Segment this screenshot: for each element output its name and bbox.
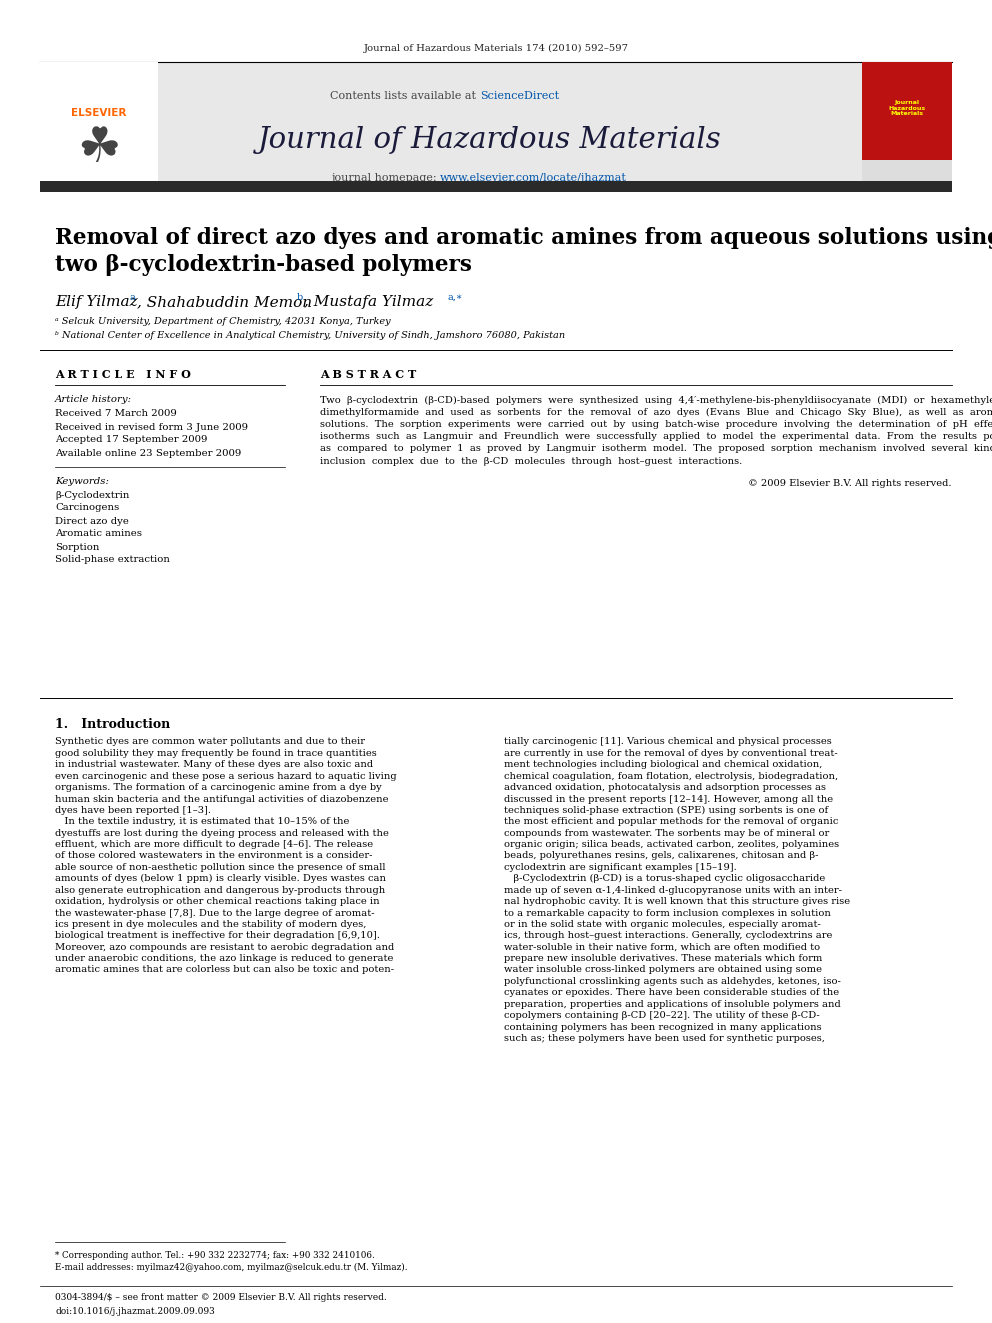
Text: containing polymers has been recognized in many applications: containing polymers has been recognized … — [504, 1023, 821, 1032]
Text: of those colored wastewaters in the environment is a consider-: of those colored wastewaters in the envi… — [55, 852, 373, 860]
Text: chemical coagulation, foam flotation, electrolysis, biodegradation,: chemical coagulation, foam flotation, el… — [504, 771, 838, 781]
Text: ᵇ National Center of Excellence in Analytical Chemistry, University of Sindh, Ja: ᵇ National Center of Excellence in Analy… — [55, 332, 565, 340]
Text: A B S T R A C T: A B S T R A C T — [320, 369, 417, 380]
Text: compounds from wastewater. The sorbents may be of mineral or: compounds from wastewater. The sorbents … — [504, 828, 829, 837]
Text: Contents lists available at: Contents lists available at — [330, 91, 480, 101]
Text: Solid-phase extraction: Solid-phase extraction — [55, 556, 170, 565]
Text: Article history:: Article history: — [55, 396, 132, 405]
Text: also generate eutrophication and dangerous by-products through: also generate eutrophication and dangero… — [55, 885, 385, 894]
Text: Elif Yilmaz: Elif Yilmaz — [55, 295, 138, 310]
Text: , Shahabuddin Memon: , Shahabuddin Memon — [137, 295, 312, 310]
Text: even carcinogenic and these pose a serious hazard to aquatic living: even carcinogenic and these pose a serio… — [55, 771, 397, 781]
Text: able source of non-aesthetic pollution since the presence of small: able source of non-aesthetic pollution s… — [55, 863, 386, 872]
Text: such as; these polymers have been used for synthetic purposes,: such as; these polymers have been used f… — [504, 1033, 825, 1043]
Text: β-Cyclodextrin (β-CD) is a torus-shaped cyclic oligosaccharide: β-Cyclodextrin (β-CD) is a torus-shaped … — [504, 875, 825, 884]
Text: A R T I C L E   I N F O: A R T I C L E I N F O — [55, 369, 190, 380]
Text: www.elsevier.com/locate/jhazmat: www.elsevier.com/locate/jhazmat — [440, 173, 627, 183]
Text: prepare new insoluble derivatives. These materials which form: prepare new insoluble derivatives. These… — [504, 954, 822, 963]
Text: Aromatic amines: Aromatic amines — [55, 529, 142, 538]
Text: ics present in dye molecules and the stability of modern dyes,: ics present in dye molecules and the sta… — [55, 919, 366, 929]
Text: ics, through host–guest interactions. Generally, cyclodextrins are: ics, through host–guest interactions. Ge… — [504, 931, 832, 941]
Text: organisms. The formation of a carcinogenic amine from a dye by: organisms. The formation of a carcinogen… — [55, 783, 382, 792]
Text: techniques solid-phase extraction (SPE) using sorbents is one of: techniques solid-phase extraction (SPE) … — [504, 806, 828, 815]
Text: β-Cyclodextrin: β-Cyclodextrin — [55, 491, 129, 500]
Text: made up of seven α-1,4-linked d-glucopyranose units with an inter-: made up of seven α-1,4-linked d-glucopyr… — [504, 885, 842, 894]
Text: Available online 23 September 2009: Available online 23 September 2009 — [55, 448, 241, 458]
Text: doi:10.1016/j.jhazmat.2009.09.093: doi:10.1016/j.jhazmat.2009.09.093 — [55, 1307, 214, 1315]
Text: ScienceDirect: ScienceDirect — [480, 91, 559, 101]
Text: cyanates or epoxides. There have been considerable studies of the: cyanates or epoxides. There have been co… — [504, 988, 839, 998]
Text: beads, polyurethanes resins, gels, calixarenes, chitosan and β-: beads, polyurethanes resins, gels, calix… — [504, 852, 818, 860]
Text: isotherms  such  as  Langmuir  and  Freundlich  were  successfully  applied  to : isotherms such as Langmuir and Freundlic… — [320, 433, 992, 441]
Text: a,∗: a,∗ — [447, 292, 462, 302]
Text: b: b — [297, 292, 304, 302]
Text: 0304-3894/$ – see front matter © 2009 Elsevier B.V. All rights reserved.: 0304-3894/$ – see front matter © 2009 El… — [55, 1294, 387, 1303]
Text: * Corresponding author. Tel.: +90 332 2232774; fax: +90 332 2410106.: * Corresponding author. Tel.: +90 332 22… — [55, 1250, 375, 1259]
Text: ELSEVIER: ELSEVIER — [71, 108, 127, 118]
Text: discussed in the present reports [12–14]. However, among all the: discussed in the present reports [12–14]… — [504, 795, 833, 803]
Text: tially carcinogenic [11]. Various chemical and physical processes: tially carcinogenic [11]. Various chemic… — [504, 737, 831, 746]
Text: Received 7 March 2009: Received 7 March 2009 — [55, 410, 177, 418]
Bar — [40, 181, 952, 192]
Text: dyes have been reported [1–3].: dyes have been reported [1–3]. — [55, 806, 211, 815]
Bar — [40, 62, 952, 191]
Text: amounts of dyes (below 1 ppm) is clearly visible. Dyes wastes can: amounts of dyes (below 1 ppm) is clearly… — [55, 875, 386, 884]
Text: journal homepage:: journal homepage: — [331, 173, 440, 183]
Text: dimethylformamide  and  used  as  sorbents  for  the  removal  of  azo  dyes  (E: dimethylformamide and used as sorbents f… — [320, 407, 992, 417]
Text: human skin bacteria and the antifungal activities of diazobenzene: human skin bacteria and the antifungal a… — [55, 795, 389, 803]
Text: inclusion  complex  due  to  the  β-CD  molecules  through  host–guest  interact: inclusion complex due to the β-CD molecu… — [320, 456, 742, 466]
Text: as  compared  to  polymer  1  as  proved  by  Langmuir  isotherm  model.  The  p: as compared to polymer 1 as proved by La… — [320, 445, 992, 454]
Text: advanced oxidation, photocatalysis and adsorption processes as: advanced oxidation, photocatalysis and a… — [504, 783, 826, 792]
Text: good solubility they may frequently be found in trace quantities: good solubility they may frequently be f… — [55, 749, 377, 758]
Text: preparation, properties and applications of insoluble polymers and: preparation, properties and applications… — [504, 1000, 841, 1008]
Text: Direct azo dye: Direct azo dye — [55, 516, 129, 525]
Text: water-soluble in their native form, which are often modified to: water-soluble in their native form, whic… — [504, 943, 820, 951]
Text: dyestuffs are lost during the dyeing process and released with the: dyestuffs are lost during the dyeing pro… — [55, 828, 389, 837]
Text: the wastewater-phase [7,8]. Due to the large degree of aromat-: the wastewater-phase [7,8]. Due to the l… — [55, 909, 375, 917]
Text: copolymers containing β-CD [20–22]. The utility of these β-CD-: copolymers containing β-CD [20–22]. The … — [504, 1011, 819, 1020]
Bar — [862, 62, 952, 191]
Text: Removal of direct azo dyes and aromatic amines from aqueous solutions using: Removal of direct azo dyes and aromatic … — [55, 228, 992, 249]
Text: , Mustafa Yilmaz: , Mustafa Yilmaz — [304, 295, 434, 310]
Text: Accepted 17 September 2009: Accepted 17 September 2009 — [55, 435, 207, 445]
Text: © 2009 Elsevier B.V. All rights reserved.: © 2009 Elsevier B.V. All rights reserved… — [749, 479, 952, 488]
Text: Moreover, azo compounds are resistant to aerobic degradation and: Moreover, azo compounds are resistant to… — [55, 943, 394, 951]
Text: in industrial wastewater. Many of these dyes are also toxic and: in industrial wastewater. Many of these … — [55, 761, 373, 769]
Text: nal hydrophobic cavity. It is well known that this structure gives rise: nal hydrophobic cavity. It is well known… — [504, 897, 850, 906]
Text: ment technologies including biological and chemical oxidation,: ment technologies including biological a… — [504, 761, 822, 769]
Text: In the textile industry, it is estimated that 10–15% of the: In the textile industry, it is estimated… — [55, 818, 349, 827]
Text: biological treatment is ineffective for their degradation [6,9,10].: biological treatment is ineffective for … — [55, 931, 380, 941]
Text: two β-cyclodextrin-based polymers: two β-cyclodextrin-based polymers — [55, 254, 472, 277]
Text: are currently in use for the removal of dyes by conventional treat-: are currently in use for the removal of … — [504, 749, 838, 758]
Text: aromatic amines that are colorless but can also be toxic and poten-: aromatic amines that are colorless but c… — [55, 966, 394, 975]
Text: or in the solid state with organic molecules, especially aromat-: or in the solid state with organic molec… — [504, 919, 820, 929]
Text: polyfunctional crosslinking agents such as aldehydes, ketones, iso-: polyfunctional crosslinking agents such … — [504, 976, 841, 986]
Text: cyclodextrin are significant examples [15–19].: cyclodextrin are significant examples [1… — [504, 863, 737, 872]
Text: Synthetic dyes are common water pollutants and due to their: Synthetic dyes are common water pollutan… — [55, 737, 365, 746]
Text: Carcinogens: Carcinogens — [55, 504, 119, 512]
Text: effluent, which are more difficult to degrade [4–6]. The release: effluent, which are more difficult to de… — [55, 840, 373, 849]
Text: water insoluble cross-linked polymers are obtained using some: water insoluble cross-linked polymers ar… — [504, 966, 822, 975]
Text: ☘: ☘ — [77, 124, 121, 172]
Bar — [40, 62, 158, 191]
Text: E-mail addresses: myilmaz42@yahoo.com, myilmaz@selcuk.edu.tr (M. Yilmaz).: E-mail addresses: myilmaz42@yahoo.com, m… — [55, 1262, 408, 1271]
Text: under anaerobic conditions, the azo linkage is reduced to generate: under anaerobic conditions, the azo link… — [55, 954, 394, 963]
Text: 1.   Introduction: 1. Introduction — [55, 717, 171, 730]
Text: Journal
Hazardous
Materials: Journal Hazardous Materials — [889, 99, 926, 116]
Text: ᵃ Selcuk University, Department of Chemistry, 42031 Konya, Turkey: ᵃ Selcuk University, Department of Chemi… — [55, 318, 391, 327]
Text: Journal of Hazardous Materials 174 (2010) 592–597: Journal of Hazardous Materials 174 (2010… — [363, 44, 629, 53]
Text: organic origin; silica beads, activated carbon, zeolites, polyamines: organic origin; silica beads, activated … — [504, 840, 839, 849]
Bar — [862, 160, 952, 191]
Text: Keywords:: Keywords: — [55, 476, 109, 486]
Text: to a remarkable capacity to form inclusion complexes in solution: to a remarkable capacity to form inclusi… — [504, 909, 831, 917]
Text: Two  β-cyclodextrin  (β-CD)-based  polymers  were  synthesized  using  4,4′-meth: Two β-cyclodextrin (β-CD)-based polymers… — [320, 396, 992, 405]
Text: the most efficient and popular methods for the removal of organic: the most efficient and popular methods f… — [504, 818, 838, 827]
Text: Journal of Hazardous Materials: Journal of Hazardous Materials — [258, 126, 722, 153]
Text: Sorption: Sorption — [55, 542, 99, 552]
Text: oxidation, hydrolysis or other chemical reactions taking place in: oxidation, hydrolysis or other chemical … — [55, 897, 380, 906]
Text: a: a — [130, 292, 136, 302]
Text: solutions.  The  sorption  experiments  were  carried  out  by  using  batch-wis: solutions. The sorption experiments were… — [320, 419, 992, 429]
Text: Received in revised form 3 June 2009: Received in revised form 3 June 2009 — [55, 422, 248, 431]
